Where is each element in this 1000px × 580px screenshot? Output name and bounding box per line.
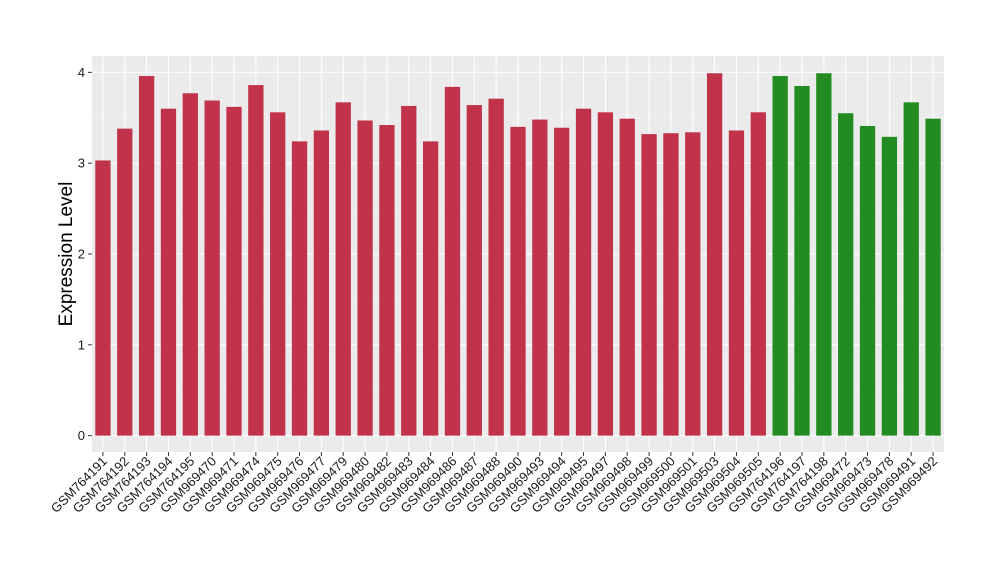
y-tick-label: 1 bbox=[78, 337, 85, 352]
bar-gsm969470 bbox=[204, 100, 220, 436]
bar-gsm969504 bbox=[728, 130, 745, 436]
bar-gsm969495 bbox=[575, 108, 592, 436]
bar-gsm969483 bbox=[401, 105, 417, 436]
bar-gsm969491 bbox=[903, 102, 919, 436]
bar-gsm969482 bbox=[379, 125, 395, 436]
bar-gsm764194 bbox=[160, 108, 177, 436]
bar-gsm969503 bbox=[706, 73, 723, 436]
bars-group bbox=[95, 73, 941, 436]
y-tick-label: 2 bbox=[78, 247, 85, 262]
y-tick-label: 3 bbox=[78, 156, 85, 171]
bar-gsm969499 bbox=[641, 134, 657, 436]
bar-gsm764198 bbox=[816, 73, 832, 436]
bar-gsm969479 bbox=[335, 102, 351, 436]
bar-gsm969473 bbox=[859, 125, 876, 436]
bar-gsm969480 bbox=[357, 120, 373, 436]
bar-gsm969471 bbox=[226, 106, 242, 436]
bar-gsm969505 bbox=[750, 112, 766, 436]
bar-gsm969497 bbox=[597, 112, 614, 436]
y-tick-label: 0 bbox=[78, 428, 85, 443]
bar-gsm969488 bbox=[488, 98, 504, 436]
y-tick-label: 4 bbox=[78, 65, 85, 80]
bar-gsm969476 bbox=[291, 141, 308, 436]
bar-gsm764193 bbox=[138, 75, 155, 436]
bar-gsm969484 bbox=[422, 141, 439, 436]
y-axis: 0 1 2 3 4 bbox=[78, 65, 92, 443]
bar-gsm969474 bbox=[248, 85, 264, 436]
bar-gsm764192 bbox=[117, 128, 133, 436]
bar-gsm764196 bbox=[772, 75, 788, 436]
bar-gsm969490 bbox=[510, 126, 526, 436]
bar-gsm969492 bbox=[925, 118, 941, 436]
bar-gsm969472 bbox=[838, 113, 854, 436]
bar-gsm969493 bbox=[532, 119, 548, 436]
bar-gsm764197 bbox=[794, 85, 810, 436]
y-axis-title: Expression Level bbox=[56, 182, 77, 327]
bar-gsm969478 bbox=[881, 136, 898, 436]
bar-gsm969500 bbox=[663, 133, 679, 436]
bar-gsm969501 bbox=[685, 132, 701, 436]
bar-gsm969486 bbox=[444, 86, 461, 436]
x-axis: GSM764191GSM764192GSM764193GSM764194GSM7… bbox=[48, 452, 940, 516]
bar-gsm969487 bbox=[466, 105, 482, 436]
bar-gsm969477 bbox=[313, 130, 330, 436]
bar-gsm969498 bbox=[619, 118, 635, 436]
bar-gsm969494 bbox=[554, 127, 570, 436]
bar-gsm764195 bbox=[182, 93, 198, 436]
bar-gsm764191 bbox=[95, 160, 111, 436]
bar-gsm969475 bbox=[270, 112, 286, 436]
